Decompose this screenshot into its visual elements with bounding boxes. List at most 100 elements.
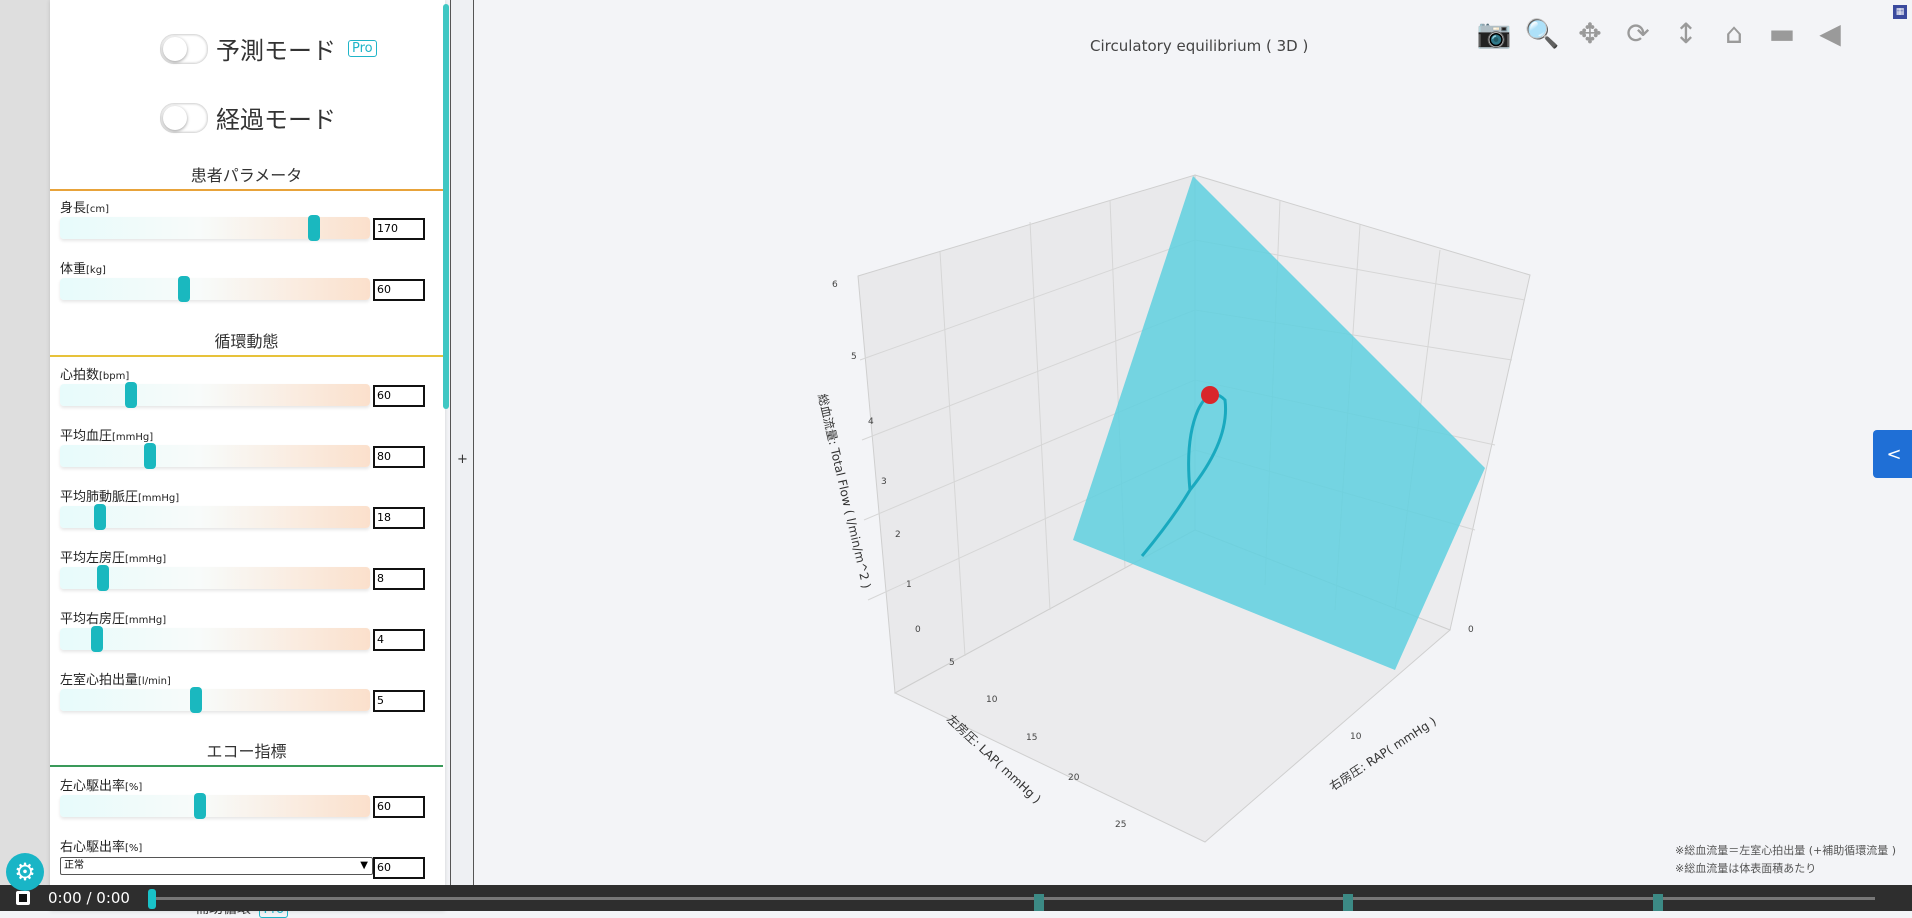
logo-icon: ▦ [1893, 5, 1907, 19]
timeline-marker[interactable] [1034, 894, 1044, 911]
panel-divider[interactable]: + [450, 0, 474, 911]
equilibrium-curve [1140, 392, 1228, 557]
mean-pap-input[interactable]: 18 [373, 507, 425, 529]
param-height: 身長[cm] 170 [60, 197, 430, 245]
equilibrium-point [1201, 386, 1219, 404]
mean-lap-slider[interactable] [60, 565, 370, 591]
predict-mode-toggle[interactable] [160, 33, 208, 64]
hover-icon[interactable]: ◀ [1819, 16, 1841, 50]
timeline-marker[interactable] [1343, 894, 1353, 911]
param-label: 体重 [60, 262, 87, 277]
slider-thumb[interactable] [125, 382, 138, 408]
lvef-input[interactable]: 60 [373, 796, 425, 818]
z-tick: 2 [895, 530, 901, 540]
mean-bp-slider[interactable] [60, 443, 370, 469]
param-label: 左心駆出率 [60, 779, 126, 794]
rvef-select-value: 正常 [64, 860, 84, 871]
footnotes: ※総血流量＝左室心拍出量 (+補助循環流量 ) ※総血流量は体表面積あたり [1675, 842, 1896, 878]
param-label: 左室心拍出量 [60, 673, 139, 688]
pan-icon[interactable]: ✥ [1578, 16, 1602, 50]
param-unit: [mmHg] [112, 432, 154, 443]
param-rvef: 右心駆出率[%] 正常 ▼ 60 [60, 836, 430, 884]
timeline-marker[interactable] [1653, 894, 1663, 911]
panel-scrollbar[interactable] [443, 4, 449, 409]
heart-rate-input[interactable]: 60 [373, 385, 425, 407]
param-label: 平均左房圧 [60, 551, 126, 566]
plot-title: Circulatory equilibrium ( 3D ) [1090, 37, 1309, 55]
equilibrium-surface [1073, 176, 1485, 670]
plot-modebar: 📷 🔍 ✥ ⟳ ↕ ⌂ ▬ ◀ [1475, 14, 1849, 52]
predict-mode-row: 予測モード Pro [160, 31, 377, 66]
home-icon[interactable]: ⌂ [1725, 16, 1743, 50]
z-tick: 0 [915, 625, 921, 635]
mean-bp-input[interactable]: 80 [373, 446, 425, 468]
weight-slider[interactable] [60, 276, 370, 302]
slider-thumb[interactable] [97, 565, 110, 591]
mean-rap-input[interactable]: 4 [373, 629, 425, 651]
x-tick: 20 [1068, 773, 1080, 783]
timeline-thumb[interactable] [148, 889, 156, 909]
weight-input[interactable]: 60 [373, 279, 425, 301]
y-axis-ticks: 0 10 [1350, 625, 1474, 742]
side-panel-toggle[interactable]: < [1873, 430, 1912, 478]
x-tick: 5 [949, 658, 955, 668]
x-tick: 15 [1026, 733, 1037, 743]
section-echo-title: エコー指標 [50, 738, 443, 767]
lvef-slider[interactable] [60, 793, 370, 819]
param-mean-rap: 平均右房圧[mmHg] 4 [60, 608, 430, 656]
turntable-icon[interactable]: ↕ [1674, 16, 1698, 50]
rvef-select[interactable]: 正常 ▼ [60, 857, 373, 875]
slider-thumb[interactable] [193, 793, 206, 819]
height-input[interactable]: 170 [373, 218, 425, 240]
camera-video-icon[interactable]: ▬ [1768, 16, 1796, 50]
zoom-icon[interactable]: 🔍 [1524, 16, 1560, 50]
section-patient-title: 患者パラメータ [50, 162, 443, 191]
footnote: ※総血流量は体表面積あたり [1675, 862, 1817, 875]
z-tick: 5 [851, 352, 857, 362]
pro-badge: Pro [348, 40, 377, 57]
footnote: ※総血流量＝左室心拍出量 (+補助循環流量 ) [1675, 844, 1897, 857]
orbit-icon[interactable]: ⟳ [1626, 16, 1650, 50]
z-tick: 1 [906, 580, 912, 590]
z-tick: 3 [881, 477, 887, 487]
slider-thumb[interactable] [308, 215, 321, 241]
param-unit: [%] [125, 782, 143, 793]
param-heart-rate: 心拍数[bpm] 60 [60, 364, 430, 412]
slider-thumb[interactable] [178, 276, 190, 302]
timeline-track[interactable] [150, 897, 1875, 900]
left-gutter [0, 0, 50, 911]
param-weight: 体重[kg] 60 [60, 258, 430, 306]
mean-lap-input[interactable]: 8 [373, 568, 425, 590]
time-readout: 0:00 / 0:00 [48, 889, 130, 907]
height-slider[interactable] [60, 215, 370, 241]
y-tick: 10 [1350, 732, 1362, 742]
param-mean-bp: 平均血圧[mmHg] 80 [60, 425, 430, 473]
y-axis-label: 右房圧: RAP( mmHg ) [1326, 713, 1438, 793]
param-label: 心拍数 [60, 368, 100, 383]
x-tick: 10 [986, 695, 998, 705]
y-tick: 0 [1468, 625, 1474, 635]
param-mean-pap: 平均肺動脈圧[mmHg] 18 [60, 486, 430, 534]
slider-thumb[interactable] [143, 443, 156, 469]
param-label: 平均肺動脈圧 [60, 490, 139, 505]
slider-thumb[interactable] [190, 687, 203, 713]
rvef-input[interactable]: 60 [373, 857, 425, 879]
gear-icon[interactable]: ⚙ [6, 853, 44, 891]
lv-output-input[interactable]: 5 [373, 690, 425, 712]
z-axis-ticks: 0 1 2 3 4 5 6 [832, 280, 921, 635]
param-label: 平均右房圧 [60, 612, 126, 627]
mean-rap-slider[interactable] [60, 626, 370, 652]
param-label: 右心駆出率 [60, 840, 126, 855]
lv-output-slider[interactable] [60, 687, 370, 713]
z-axis-label: 総血流量: Total Flow ( l/min/m^2 ) [815, 393, 873, 590]
heart-rate-slider[interactable] [60, 382, 370, 408]
camera-icon[interactable]: 📷 [1476, 16, 1512, 50]
param-unit: [l/min] [138, 676, 171, 687]
slider-thumb[interactable] [94, 504, 107, 530]
mean-pap-slider[interactable] [60, 504, 370, 530]
progress-mode-toggle[interactable] [160, 102, 208, 133]
stop-button[interactable] [16, 891, 30, 905]
plot-3d-scene[interactable]: 0 1 2 3 4 5 6 5 10 15 20 25 0 10 総血流量: T… [780, 150, 1560, 850]
chevron-down-icon: ▼ [360, 860, 368, 871]
slider-thumb[interactable] [91, 626, 104, 652]
